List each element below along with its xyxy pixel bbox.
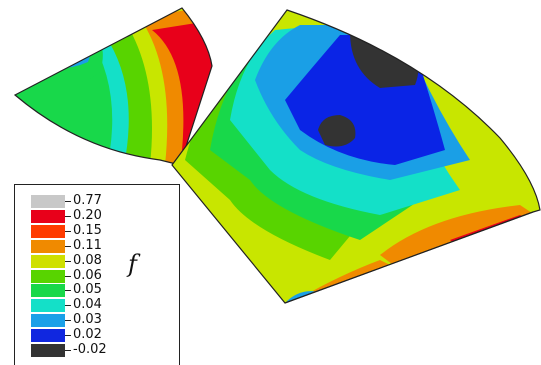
right-wedge-face-edge (284, 211, 534, 304)
legend-entry: 0.03 (31, 312, 171, 328)
legend-swatch (31, 329, 65, 343)
legend-label: 0.15 (73, 222, 102, 238)
right-wedge-outline (171, 9, 541, 304)
legend-entry: 0.06 (31, 267, 171, 283)
legend-swatch (31, 239, 65, 253)
legend-swatch (31, 344, 65, 357)
legend-label: 0.02 (73, 327, 102, 343)
legend: 0.77 0.20 0.15 0.11 0.08 0.06 0.05 0.04 0.03 0.02… (14, 184, 180, 365)
legend-label: 0.08 (73, 252, 102, 268)
legend-tick (65, 290, 71, 292)
legend-label: 0.77 (73, 193, 102, 208)
legend-symbol: f (128, 250, 137, 278)
legend-tick (65, 215, 71, 217)
legend-tick (65, 230, 71, 232)
legend-label: -0.02 (73, 342, 107, 357)
legend-swatch (31, 224, 65, 238)
legend-label: 0.04 (73, 297, 102, 313)
legend-tick (65, 305, 71, 307)
legend-tick (65, 201, 71, 202)
legend-entry: 0.08 (31, 252, 171, 268)
legend-label: 0.03 (73, 312, 102, 328)
legend-entry: 0.15 (31, 222, 171, 238)
legend-swatch (31, 195, 65, 208)
legend-entry: 0.02 (31, 327, 171, 343)
legend-swatch (31, 299, 65, 313)
legend-entry: 0.05 (31, 282, 171, 298)
legend-label: 0.20 (73, 207, 102, 223)
legend-tick (65, 320, 71, 322)
legend-tick (65, 275, 71, 277)
legend-tick (65, 335, 71, 337)
legend-entry: -0.02 (31, 342, 171, 357)
legend-entry: 0.11 (31, 237, 171, 253)
legend-label: 0.06 (73, 267, 102, 283)
legend-entry: 0.20 (31, 207, 171, 223)
legend-tick (65, 260, 71, 262)
left-wedge-outline (13, 7, 213, 166)
legend-label: 0.11 (73, 237, 102, 253)
legend-swatch (31, 314, 65, 328)
legend-swatch (31, 254, 65, 268)
legend-entry: 0.77 (31, 193, 171, 208)
legend-tick (65, 245, 71, 247)
legend-swatch (31, 269, 65, 283)
legend-entry: 0.04 (31, 297, 171, 313)
legend-swatch (31, 209, 65, 223)
right-wedge (172, 10, 540, 303)
legend-swatch (31, 284, 65, 298)
legend-tick (65, 350, 71, 351)
legend-label: 0.05 (73, 282, 102, 298)
